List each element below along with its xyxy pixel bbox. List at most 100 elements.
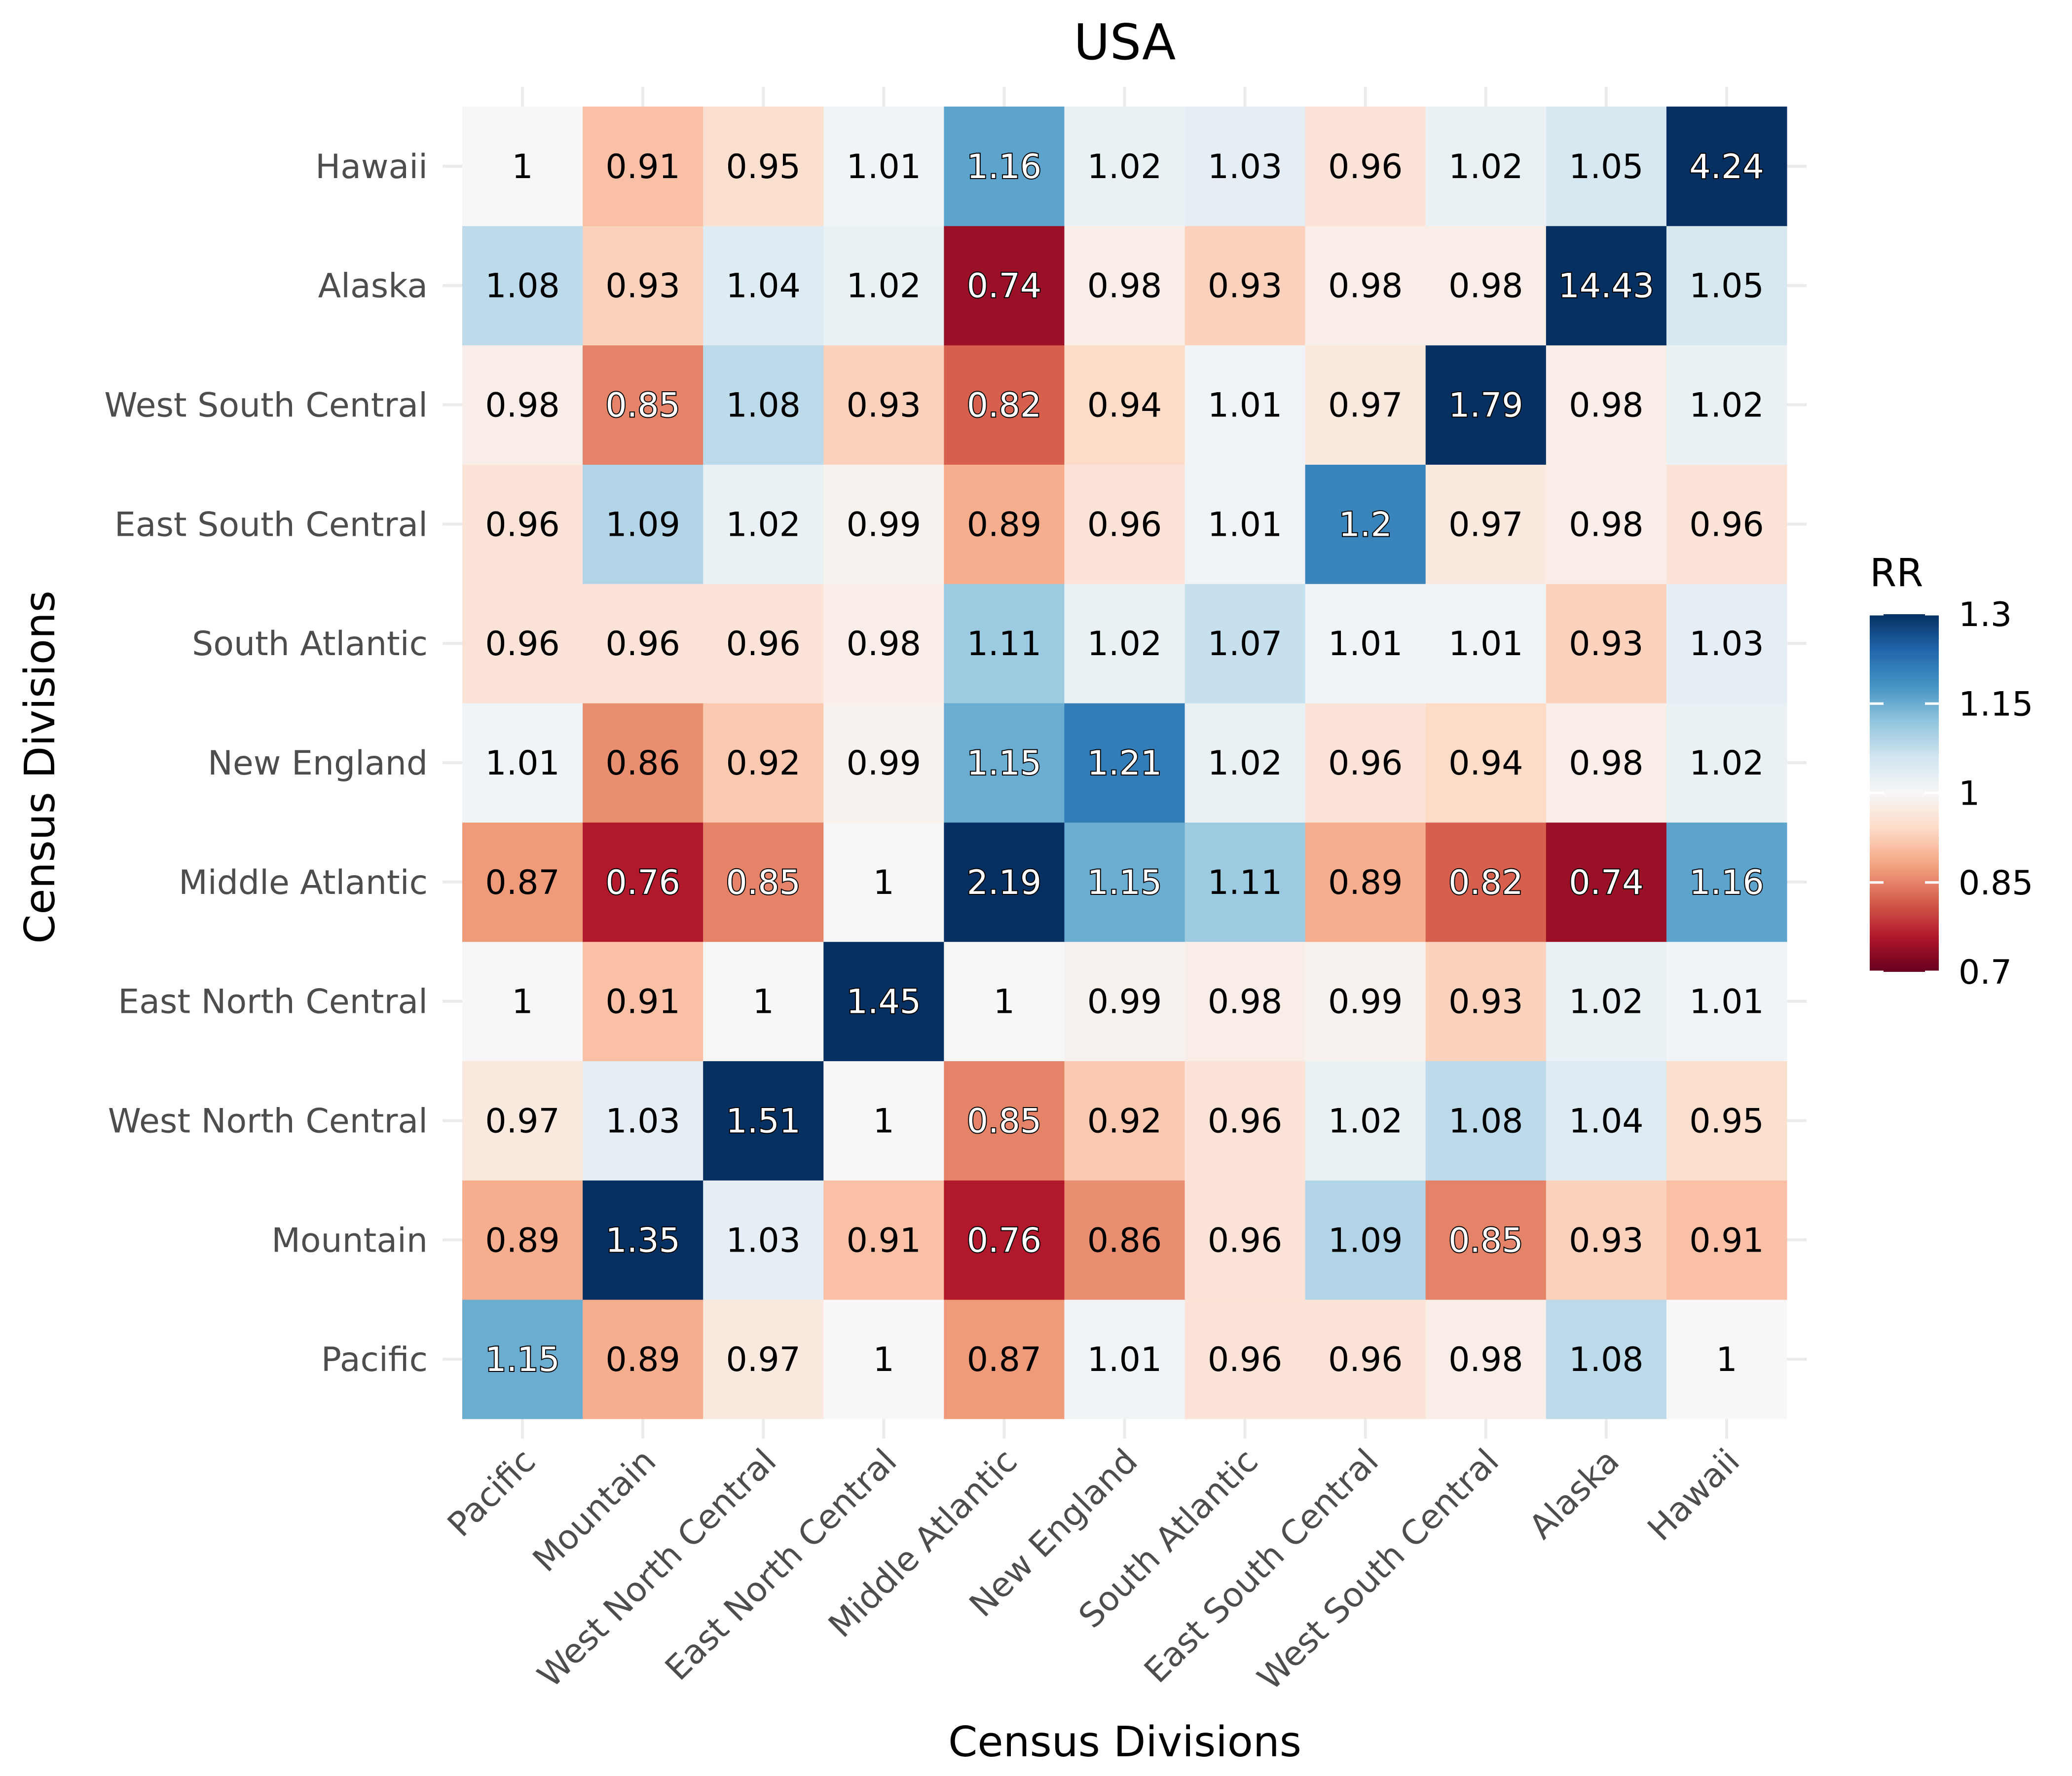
heatmap-cell	[1666, 703, 1787, 823]
heatmap-cell	[1305, 464, 1426, 584]
cell-value-label: 1	[512, 148, 533, 186]
cell-value-label: 0.96	[1328, 1340, 1403, 1379]
heatmap-cell	[1064, 107, 1185, 226]
cell-value-label: 0.98	[485, 386, 559, 425]
cell-value-label: 0.93	[1569, 625, 1643, 664]
heatmap-cell	[462, 345, 583, 465]
heatmap-cell	[703, 703, 824, 823]
heatmap-cell	[1425, 703, 1547, 823]
heatmap-cell	[944, 1299, 1065, 1419]
cell-value-label: 0.98	[1569, 505, 1643, 544]
heatmap-cell	[1666, 107, 1787, 226]
heatmap-cell	[703, 822, 824, 942]
cell-value-label: 0.96	[1208, 1102, 1282, 1141]
heatmap-cell	[823, 941, 944, 1062]
heatmap-cell	[703, 345, 824, 465]
cell-value-label: 0.94	[1448, 744, 1523, 783]
cell-value-label: 1.05	[1689, 267, 1764, 306]
x-tick-label: East South Central	[1137, 1442, 1386, 1691]
cell-labels: 1.15 0.89 0.97 1 0.87 1.01 0.96 0.96 0.98 1.08 1 0.…	[484, 147, 1765, 1380]
heatmap-cell	[1064, 345, 1185, 465]
heatmap-cell	[1666, 1299, 1787, 1419]
y-tick-label: East South Central	[114, 505, 428, 544]
cell-value-label: 0.76	[967, 1221, 1041, 1260]
heatmap-cell	[944, 107, 1065, 226]
heatmap-cell	[1666, 464, 1787, 584]
cell-value-label: 1.15	[967, 744, 1041, 783]
heatmap-cell	[1546, 584, 1667, 703]
heatmap-cell	[1666, 584, 1787, 703]
cell-value-label: 0.92	[1087, 1102, 1162, 1141]
heatmap-cell	[1425, 1180, 1547, 1300]
heatmap-cell	[1666, 225, 1787, 346]
legend-tick-label: 1	[1959, 775, 1980, 814]
heatmap-cell	[1305, 1299, 1426, 1419]
heatmap-cell	[1184, 345, 1306, 465]
cell-value-label: 0.89	[1328, 863, 1403, 902]
legend-tick-label: 0.7	[1959, 953, 2012, 992]
cell-value-label: 0.95	[1689, 1102, 1764, 1141]
cell-value-label: 1.03	[726, 1221, 801, 1260]
heatmap-cell	[1546, 1180, 1667, 1300]
cell-value-label: 1	[753, 983, 774, 1022]
cell-value-label: 0.93	[1208, 267, 1282, 306]
heatmap-cell	[1425, 584, 1547, 703]
cell-value-label: 0.91	[1689, 1221, 1764, 1260]
cell-value-label: 1.02	[1328, 1102, 1403, 1141]
cell-value-label: 1.03	[1208, 148, 1282, 186]
cell-value-label: 1.01	[1689, 983, 1764, 1022]
cell-value-label: 0.96	[1689, 505, 1764, 544]
cell-value-label: 1.35	[605, 1221, 680, 1260]
heatmap-cell	[944, 345, 1065, 465]
cell-value-label: 0.98	[847, 625, 921, 664]
cell-value-label: 1.11	[967, 625, 1041, 664]
cell-value-label: 0.93	[605, 267, 680, 306]
heatmap-cell	[944, 1061, 1065, 1181]
cell-value-label: 1.04	[726, 267, 801, 306]
cell-value-label: 4.24	[1689, 148, 1764, 186]
cell-value-label: 1.01	[847, 148, 921, 186]
heatmap-cell	[1425, 345, 1547, 465]
cell-value-label: 0.97	[726, 1340, 801, 1379]
cell-value-label: 1.51	[726, 1102, 801, 1141]
heatmap-cell	[703, 584, 824, 703]
cell-value-label: 0.99	[847, 505, 921, 544]
heatmap-cell	[703, 941, 824, 1062]
heatmap-cell	[1064, 822, 1185, 942]
cell-value-label: 1	[873, 1340, 894, 1379]
cell-value-label: 0.96	[1328, 744, 1403, 783]
x-tick-label: Hawaii	[1640, 1442, 1747, 1549]
heatmap-cell	[944, 941, 1065, 1062]
cell-value-label: 1.02	[1087, 625, 1162, 664]
cell-value-label: 1.02	[1087, 148, 1162, 186]
heatmap-cell	[583, 1061, 703, 1181]
cell-value-label: 0.86	[1087, 1221, 1162, 1260]
heatmap-cell	[462, 1299, 583, 1419]
heatmap-cell	[1184, 941, 1306, 1062]
cell-value-label: 0.97	[1328, 386, 1403, 425]
legend-tick-label: 1.3	[1959, 595, 2012, 634]
cell-value-label: 0.97	[1448, 505, 1523, 544]
heatmap-cell	[703, 1299, 824, 1419]
heatmap-cell	[1064, 703, 1185, 823]
cell-value-label: 1.02	[1448, 148, 1523, 186]
heatmap-cell	[462, 107, 583, 226]
heatmap-cell	[823, 225, 944, 346]
cell-value-label: 0.91	[605, 983, 680, 1022]
y-tick-label: Middle Atlantic	[179, 863, 428, 902]
cell-value-label: 1.02	[1208, 744, 1282, 783]
heatmap-cell	[462, 464, 583, 584]
cell-value-label: 1.45	[847, 983, 921, 1022]
heatmap-cell	[583, 464, 703, 584]
heatmap-cell	[703, 107, 824, 226]
heatmap-cell	[1305, 107, 1426, 226]
heatmap-cell	[1305, 703, 1426, 823]
cell-value-label: 0.96	[485, 625, 559, 664]
heatmap-cell	[1666, 1061, 1787, 1181]
cell-value-label: 0.74	[967, 267, 1041, 306]
cell-value-label: 1	[873, 863, 894, 902]
cell-value-label: 1.01	[1328, 625, 1403, 664]
heatmap-cell	[1666, 941, 1787, 1062]
cell-value-label: 1.11	[1208, 863, 1282, 902]
